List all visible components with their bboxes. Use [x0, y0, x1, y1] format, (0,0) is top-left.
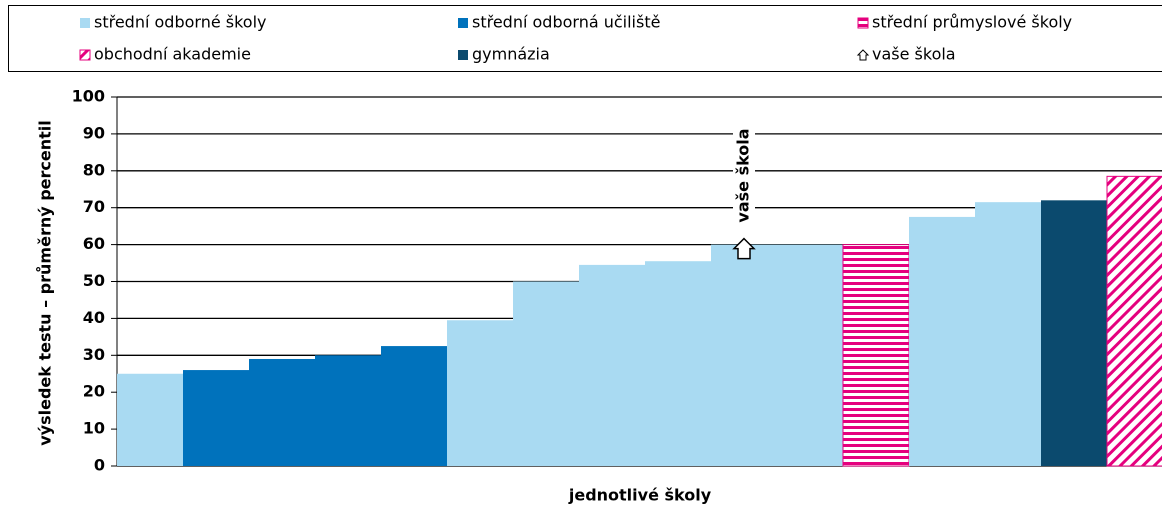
- bar: [842, 244, 910, 467]
- legend-swatch: [80, 18, 90, 28]
- y-tick-label: 40: [83, 308, 105, 327]
- bar: [117, 373, 183, 466]
- y-tick-label: 10: [83, 419, 105, 438]
- x-axis-title: jednotlivé školy: [568, 486, 712, 505]
- y-tick-label: 80: [83, 160, 105, 179]
- legend-label: gymnázia: [472, 45, 550, 64]
- y-tick-label: 20: [83, 382, 105, 401]
- bar: [975, 202, 1041, 467]
- bar: [909, 216, 975, 466]
- bar: [513, 281, 579, 466]
- bar: [645, 261, 711, 466]
- y-tick-label: 90: [83, 123, 105, 142]
- bar: [381, 346, 447, 466]
- bar: [447, 320, 513, 466]
- legend-label: vaše škola: [872, 45, 956, 64]
- bar: [579, 264, 645, 466]
- bar: [249, 358, 315, 466]
- legend-label: střední odborná učiliště: [472, 13, 660, 32]
- legend-label: obchodní akademie: [94, 45, 251, 64]
- legend-icon: [856, 49, 870, 61]
- legend-label: střední průmyslové školy: [872, 13, 1072, 32]
- legend-box: [8, 5, 1162, 72]
- y-tick-label: 0: [94, 456, 105, 475]
- y-tick-label: 30: [83, 345, 105, 364]
- legend-label: střední odborné školy: [94, 13, 267, 32]
- legend-swatch: [857, 17, 869, 29]
- annotation: vaše škola: [734, 128, 753, 222]
- bar: [1106, 175, 1162, 467]
- y-axis-title: výsledek testu – průměrný percentil: [36, 120, 55, 446]
- y-tick-label: 50: [83, 271, 105, 290]
- legend-swatch: [458, 50, 468, 60]
- bar: [711, 244, 777, 466]
- bar: [183, 370, 249, 466]
- annotation-bg: [733, 126, 755, 227]
- legend-swatch: [458, 18, 468, 28]
- your-school-marker: [732, 237, 756, 260]
- y-tick-label: 60: [83, 234, 105, 253]
- legend-swatch: [79, 49, 91, 61]
- bar: [1041, 200, 1107, 466]
- bar: [777, 244, 843, 466]
- bar: [315, 355, 381, 466]
- y-tick-label: 100: [72, 87, 105, 106]
- y-tick-label: 70: [83, 197, 105, 216]
